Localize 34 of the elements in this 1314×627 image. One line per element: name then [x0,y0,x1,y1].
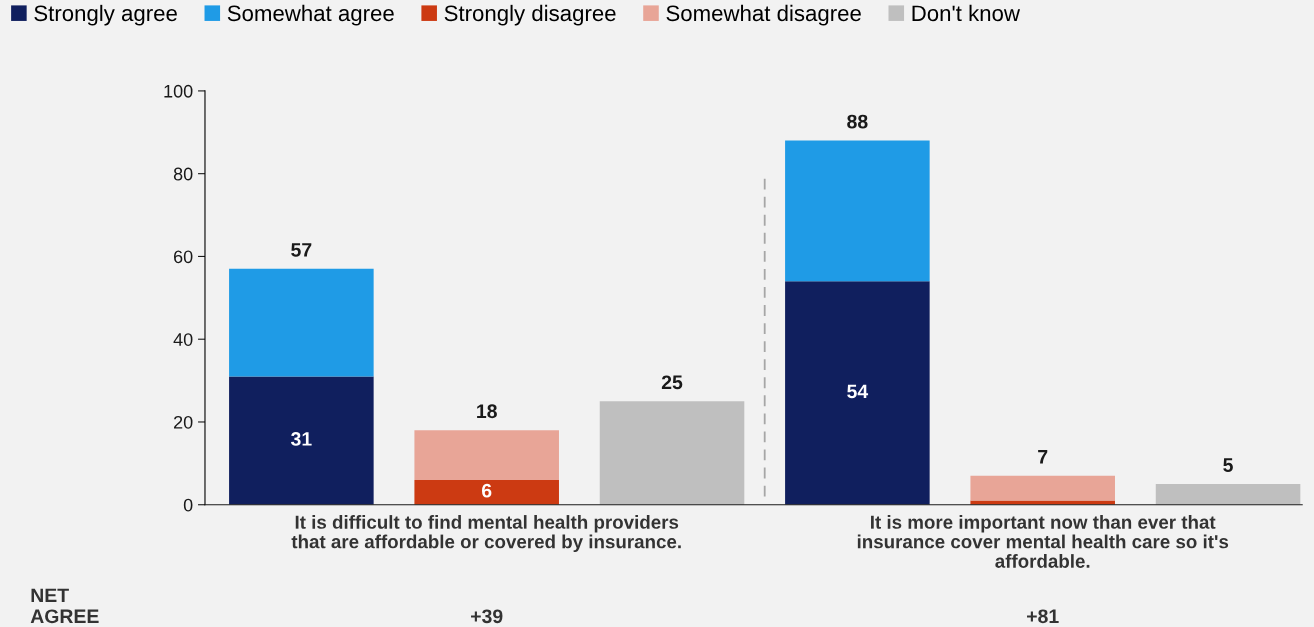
x-tick-label: It is more important now than ever that insurance cover mental health care so it's affordable. [857,515,1229,568]
y-tick-label: 40 [173,333,193,346]
y-tick-label: 60 [174,250,193,264]
data-label: 31 [290,432,312,446]
text: +81 [1027,609,1059,624]
x-tick-label: It is difficult to find mental health providers that are affordable or covered by insurance. [291,515,681,553]
total-label: 57 [291,243,312,257]
text: +39 [471,609,503,624]
legend-label: Somewhat disagree [666,4,861,26]
total-label: 18 [477,404,497,419]
y-tick-label: 0 [183,498,193,512]
bar [414,479,559,505]
bar [785,140,930,282]
bar [1155,484,1301,505]
bar [970,475,1115,501]
total-label: 25 [661,375,683,390]
bar [229,268,374,377]
bar [785,281,930,505]
text: NET AGREE [30,588,99,624]
total-label: 7 [1038,450,1048,464]
total-label: 88 [847,114,868,129]
y-tick-label: 20 [174,415,193,429]
data-label: 54 [847,384,869,399]
y-tick-label: 80 [173,167,193,181]
y-tick-label: 100 [164,84,193,98]
bar [599,401,745,505]
total-label: 5 [1223,458,1233,472]
legend-label: Strongly disagree [444,4,616,26]
legend-label: Don't know [912,4,1021,22]
legend-label: Strongly agree [34,4,177,26]
bar [414,430,559,480]
bar [229,376,374,505]
data-label: 6 [482,483,492,498]
legend-label: Somewhat agree [227,4,394,26]
